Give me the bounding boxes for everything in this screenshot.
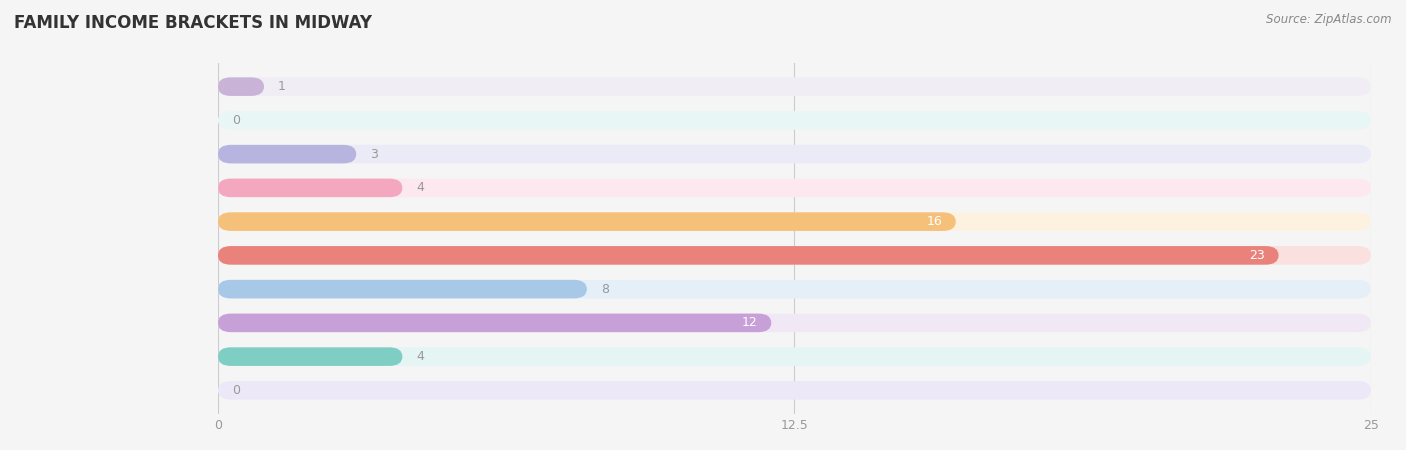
FancyBboxPatch shape	[218, 77, 264, 96]
FancyBboxPatch shape	[218, 280, 586, 298]
Text: 8: 8	[600, 283, 609, 296]
Text: 12: 12	[742, 316, 758, 329]
Text: Source: ZipAtlas.com: Source: ZipAtlas.com	[1267, 14, 1392, 27]
FancyBboxPatch shape	[218, 77, 1371, 96]
FancyBboxPatch shape	[218, 145, 356, 163]
Text: 1: 1	[278, 80, 285, 93]
FancyBboxPatch shape	[218, 246, 1278, 265]
Text: 0: 0	[232, 114, 240, 127]
Text: FAMILY INCOME BRACKETS IN MIDWAY: FAMILY INCOME BRACKETS IN MIDWAY	[14, 14, 373, 32]
FancyBboxPatch shape	[218, 179, 1371, 197]
Text: 23: 23	[1249, 249, 1265, 262]
FancyBboxPatch shape	[218, 314, 1371, 332]
FancyBboxPatch shape	[218, 212, 1371, 231]
FancyBboxPatch shape	[218, 111, 1371, 130]
Text: 16: 16	[927, 215, 942, 228]
FancyBboxPatch shape	[218, 381, 1371, 400]
FancyBboxPatch shape	[218, 246, 1371, 265]
FancyBboxPatch shape	[218, 212, 956, 231]
FancyBboxPatch shape	[218, 179, 402, 197]
FancyBboxPatch shape	[218, 347, 402, 366]
FancyBboxPatch shape	[218, 280, 1371, 298]
Text: 3: 3	[370, 148, 378, 161]
FancyBboxPatch shape	[218, 314, 772, 332]
FancyBboxPatch shape	[218, 347, 1371, 366]
Text: 4: 4	[416, 350, 425, 363]
Text: 0: 0	[232, 384, 240, 397]
Text: 4: 4	[416, 181, 425, 194]
FancyBboxPatch shape	[218, 145, 1371, 163]
